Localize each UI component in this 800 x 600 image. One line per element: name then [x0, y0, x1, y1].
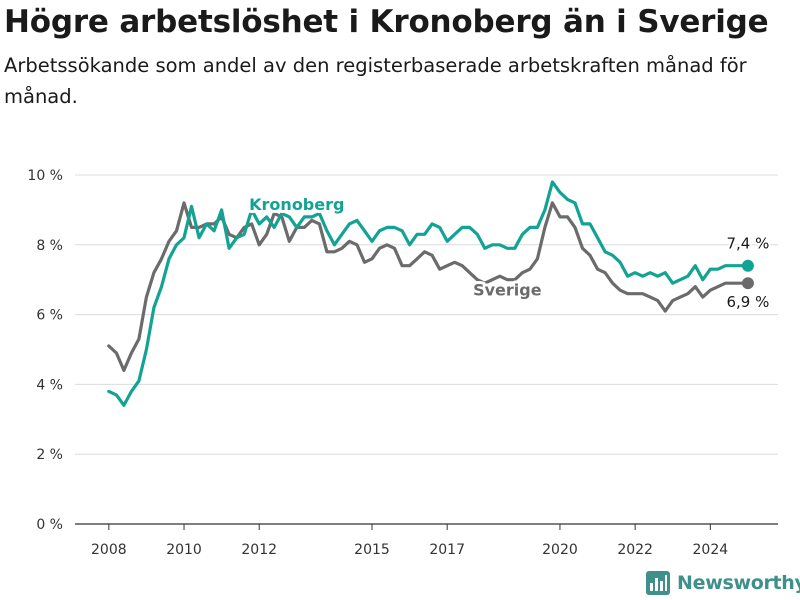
x-tick-label: 2015	[354, 542, 390, 558]
end-point-kronoberg	[741, 259, 754, 272]
x-tick-label: 2017	[429, 542, 465, 558]
bar-chart-logo-icon	[646, 571, 670, 595]
x-tick-label: 2012	[241, 542, 277, 558]
x-tick-label: 2008	[91, 542, 127, 558]
y-tick-label: 6 %	[36, 308, 63, 324]
end-point-sverige	[741, 277, 754, 290]
y-tick-label: 0 %	[36, 517, 63, 533]
brand: Newsworthy	[646, 568, 800, 598]
series-label-kronoberg: Kronoberg	[249, 195, 344, 214]
series-label-sverige: Sverige	[473, 280, 542, 299]
y-tick-label: 8 %	[36, 238, 63, 254]
x-tick-label: 2020	[542, 542, 578, 558]
chart-subtitle: Arbetssökande som andel av den registerb…	[4, 54, 747, 108]
end-label-kronoberg: 7,4 %	[726, 235, 769, 253]
x-tick-label: 2024	[693, 542, 729, 558]
y-tick-label: 2 %	[36, 447, 63, 463]
end-label-sverige: 6,9 %	[726, 293, 769, 311]
chart-title: Högre arbetslöshet i Kronoberg än i Sver…	[4, 4, 769, 40]
x-tick-label: 2022	[617, 542, 653, 558]
y-tick-label: 10 %	[27, 168, 63, 184]
y-tick-label: 4 %	[36, 377, 63, 393]
x-tick-label: 2010	[166, 542, 202, 558]
series-line-kronoberg	[107, 180, 750, 407]
brand-name: Newsworthy	[677, 572, 800, 594]
